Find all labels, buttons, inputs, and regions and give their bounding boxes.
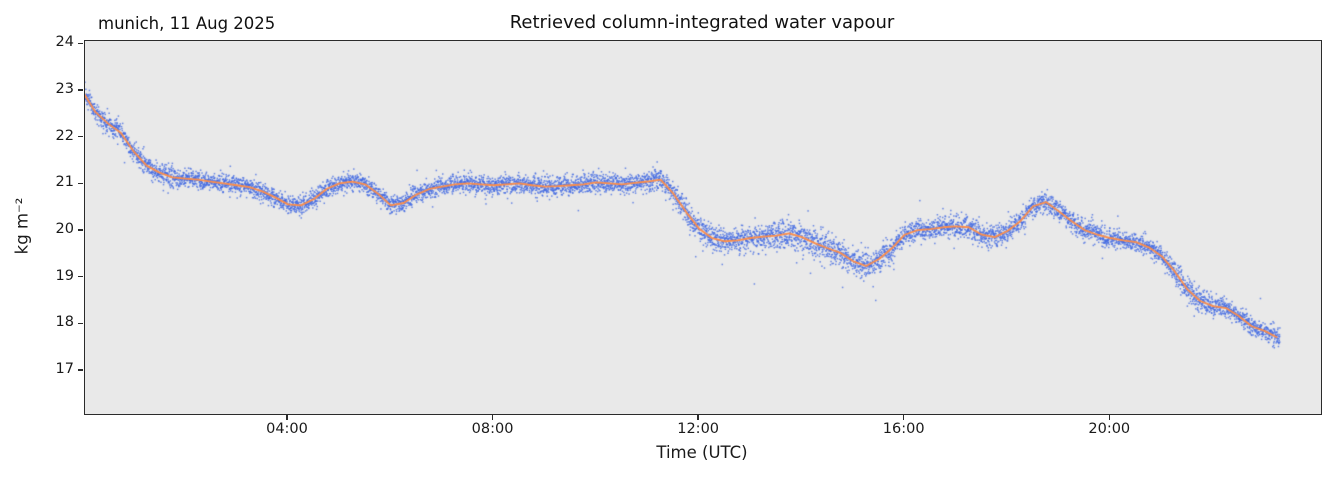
y-axis-label: kg m⁻²	[12, 197, 32, 255]
y-tick-label: 19	[55, 267, 74, 284]
x-tick-label: 12:00	[677, 421, 720, 437]
y-tick-label: 17	[55, 361, 74, 378]
y-tick-mark	[78, 135, 83, 138]
chart-title: Retrieved column-integrated water vapour	[509, 12, 895, 33]
y-tick-mark	[78, 42, 83, 44]
x-tick-label: 20:00	[1088, 421, 1131, 437]
y-tick-label: 18	[55, 314, 74, 331]
y-tick-label: 22	[55, 127, 74, 144]
station-date-annotation: munich, 11 Aug 2025	[98, 14, 276, 33]
x-tick-label: 08:00	[471, 421, 514, 437]
x-tick-label: 04:00	[266, 421, 308, 437]
y-tick-label: 21	[55, 174, 74, 191]
x-tick-mark	[286, 414, 288, 420]
y-tick-mark	[78, 89, 83, 91]
y-tick-label: 24	[55, 34, 74, 51]
y-tick-label: 20	[55, 221, 74, 237]
y-tick-mark	[78, 229, 83, 231]
y-tick-mark	[78, 369, 83, 371]
y-tick-mark	[78, 182, 83, 184]
x-tick-label: 16:00	[882, 421, 925, 437]
x-tick-mark	[1108, 414, 1110, 420]
x-tick-mark	[491, 414, 494, 420]
x-tick-mark	[697, 414, 699, 420]
y-tick-label: 23	[55, 80, 74, 97]
x-axis-label: Time (UTC)	[656, 443, 748, 462]
chart-canvas	[85, 41, 1321, 414]
x-tick-mark	[903, 414, 905, 420]
y-tick-mark	[78, 322, 83, 324]
plot-area	[84, 40, 1322, 415]
y-tick-mark	[78, 276, 83, 278]
